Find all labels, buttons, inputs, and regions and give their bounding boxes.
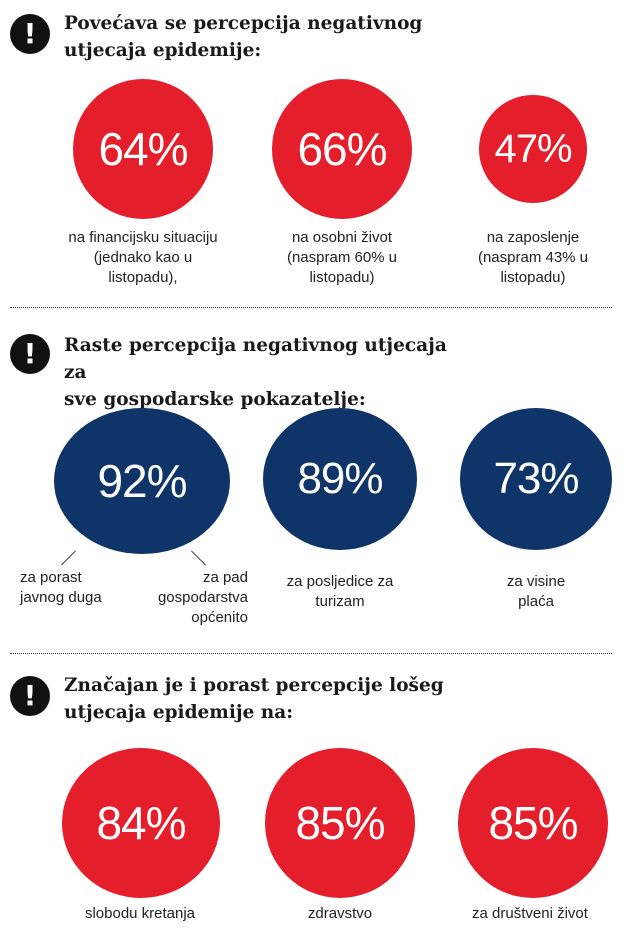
stat-value: 47% xyxy=(494,126,572,171)
stat-caption: za društveni život xyxy=(472,905,588,922)
section-divider xyxy=(10,653,612,654)
pointer-line xyxy=(61,550,76,566)
stat-circle: 64% xyxy=(73,79,213,219)
section-epidemic-impact: ! Povećava se percepcija negativnog utje… xyxy=(0,0,634,308)
exclamation-icon: ! xyxy=(10,676,50,716)
stat-circle: 47% xyxy=(479,95,587,203)
stat-value: 85% xyxy=(295,797,385,849)
stat-caption: za pad gospodarstva općenito xyxy=(157,569,248,626)
stat-circle: 84% xyxy=(62,748,220,898)
stat-caption: za posljedice za turizam xyxy=(286,573,394,610)
stat-caption: za visine plaća xyxy=(506,573,566,610)
pointer-line xyxy=(191,550,206,566)
stat-caption: slobodu kretanja xyxy=(84,905,196,922)
stat-value: 85% xyxy=(488,797,578,849)
section-heading: Povećava se percepcija negativnog utjeca… xyxy=(64,13,423,61)
stat-circle: 85% xyxy=(265,748,415,898)
stat-value: 89% xyxy=(297,454,383,503)
stat-caption: na zaposlenje (naspram 43% u listopadu) xyxy=(477,229,589,286)
exclamation-icon: ! xyxy=(10,14,50,54)
stat-circle: 92% xyxy=(54,408,230,554)
section-bad-impact: ! Značajan je i porast percepcije lošeg … xyxy=(0,654,634,937)
stat-circle: 66% xyxy=(272,79,412,219)
stat-caption: zdravstvo xyxy=(307,905,373,922)
stat-value: 66% xyxy=(297,123,387,175)
stat-value: 64% xyxy=(98,123,188,175)
section-heading: Značajan je i porast percepcije lošeg ut… xyxy=(64,675,444,723)
stat-circle: 73% xyxy=(460,408,612,550)
section-heading: Raste percepcija negativnog utjecaja za … xyxy=(64,335,447,410)
stat-value: 73% xyxy=(493,454,579,503)
stat-caption: na osobni život (naspram 60% u listopadu… xyxy=(286,229,398,286)
stat-circle: 85% xyxy=(458,748,608,898)
stat-caption: na financijsku situaciju (jednako kao u … xyxy=(68,229,218,286)
stat-value: 84% xyxy=(96,797,186,849)
stat-caption: za porast javnog duga xyxy=(20,569,102,606)
stat-value: 92% xyxy=(97,455,187,507)
stat-circle: 89% xyxy=(263,408,417,550)
exclamation-icon: ! xyxy=(10,334,50,374)
section-divider xyxy=(10,307,612,308)
section-economic-indicators: ! Raste percepcija negativnog utjecaja z… xyxy=(0,310,634,652)
